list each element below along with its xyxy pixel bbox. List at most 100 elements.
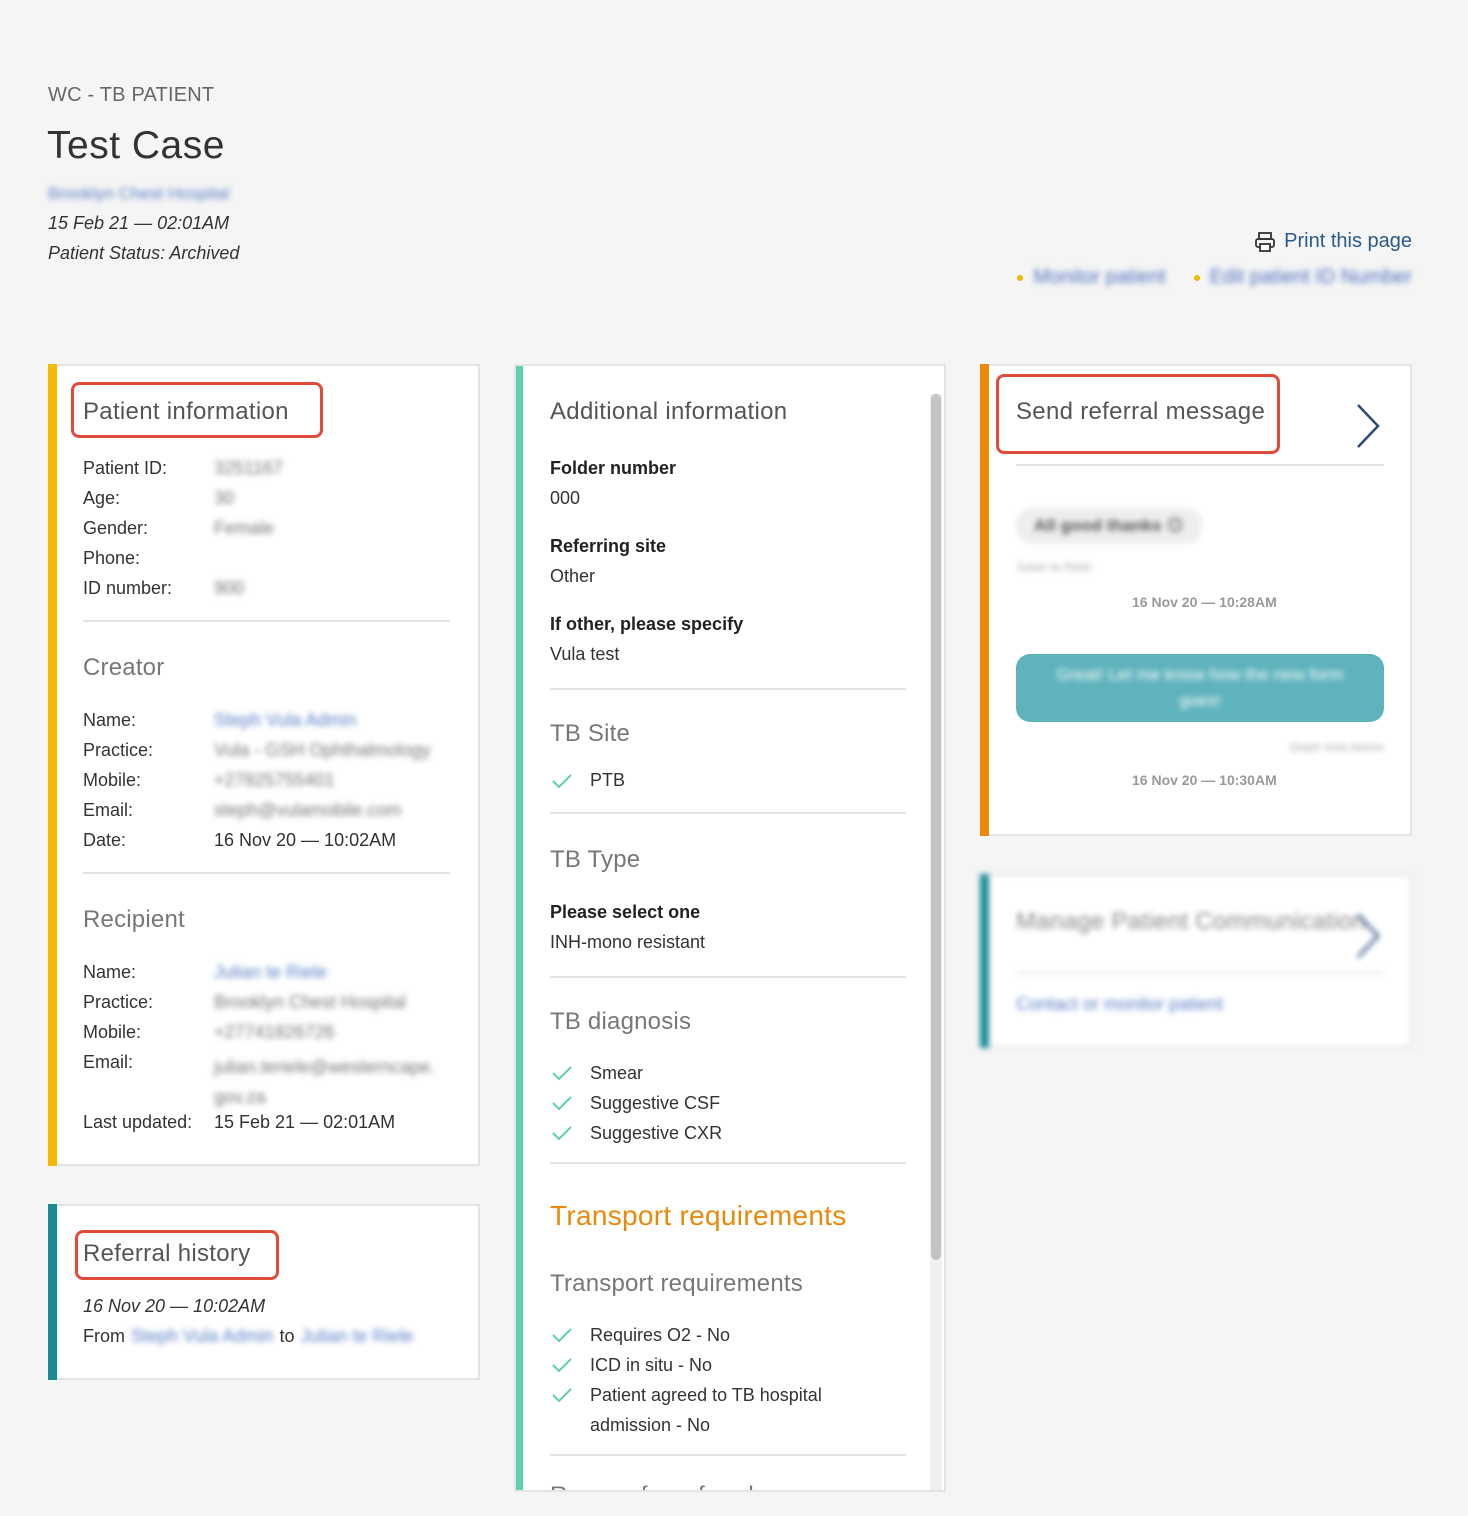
recipient-name-link[interactable]: Julian te Riele <box>214 962 328 982</box>
divider <box>550 1162 906 1164</box>
additional-info-title: Additional information <box>550 398 788 425</box>
creator-name-link[interactable]: Steph Vula Admin <box>214 710 357 730</box>
info-value: 30 <box>214 488 235 508</box>
highlight-box <box>75 1230 279 1280</box>
other-specify-value: Vula test <box>550 644 620 664</box>
info-label: Age: <box>83 488 121 508</box>
from-name-link[interactable]: Steph Vula Admin <box>131 1326 274 1346</box>
check-label: Suggestive CSF <box>590 1092 721 1113</box>
creator-row: Name: Steph Vula Admin <box>83 710 463 740</box>
creator-row: Practice: Vula - GSH Ophthalmology <box>83 740 463 770</box>
tb-site-item: PTB <box>550 770 625 791</box>
recipient-title: Recipient <box>83 906 185 933</box>
tb-type-value: INH-mono resistant <box>550 932 706 952</box>
diagnosis-item: Smear <box>550 1058 722 1088</box>
edit-patient-id-label: Edit patient ID Number <box>1209 266 1412 288</box>
send-message-title[interactable]: Send referral message <box>1016 398 1266 425</box>
info-label: Practice: <box>83 740 154 760</box>
check-icon <box>550 1093 574 1113</box>
creator-row: Email: steph@vulamobile.com <box>83 800 463 830</box>
patient-info-rows: Patient ID: 3251167 Age: 30 Gender: Fema… <box>83 458 463 608</box>
folder-number-label: Folder number <box>550 458 677 478</box>
message-author: Steph Vula Admin <box>1289 740 1384 754</box>
message-bubble-received: All good thanks 😊 <box>1016 508 1202 544</box>
check-label: admission - No <box>590 1414 711 1435</box>
message-timestamp: 16 Nov 20 — 10:28AM <box>1132 594 1277 610</box>
creator-row: Mobile: +27825755401 <box>83 770 463 800</box>
info-label: Email: <box>83 1052 134 1072</box>
print-page-link[interactable]: Print this page <box>1254 230 1412 253</box>
check-label: ICD in situ - No <box>590 1354 713 1375</box>
recipient-row: Email: julian.teriele@westerncape.gov.za <box>83 1052 463 1112</box>
to-name-link[interactable]: Julian te Riele <box>300 1326 414 1346</box>
check-label: Suggestive CXR <box>590 1122 723 1143</box>
transport-heading: Transport requirements <box>550 1200 847 1231</box>
patient-status: Patient Status: Archived <box>48 243 240 263</box>
edit-patient-id-link[interactable]: Edit patient ID Number <box>1193 266 1412 289</box>
info-label: Gender: <box>83 518 149 538</box>
message-timestamp: 16 Nov 20 — 10:30AM <box>1132 772 1277 788</box>
message-text: Great! Let me know how the new form goes… <box>1056 665 1344 710</box>
next-section-title: Reason for referral <box>550 1482 754 1490</box>
creator-rows: Name: Steph Vula Admin Practice: Vula - … <box>83 710 463 860</box>
print-page-label: Print this page <box>1284 230 1412 252</box>
divider <box>550 1454 906 1456</box>
other-specify-label: If other, please specify <box>550 614 744 634</box>
info-value: 16 Nov 20 — 10:02AM <box>214 830 397 850</box>
info-value: 15 Feb 21 — 02:01AM <box>214 1112 396 1132</box>
referral-history-title: Referral history <box>83 1240 251 1267</box>
divider <box>1016 464 1384 466</box>
scrollbar-thumb[interactable] <box>931 394 941 1260</box>
creator-title: Creator <box>83 654 165 681</box>
card-accent <box>980 364 989 836</box>
divider <box>83 872 450 874</box>
patient-info-card: Patient information Patient ID: 3251167 … <box>48 364 480 1166</box>
patient-date: 15 Feb 21 — 02:01AM <box>48 213 230 233</box>
check-label: Smear <box>590 1062 644 1083</box>
patient-communication-card[interactable]: Manage Patient Communication Contact or … <box>980 874 1412 1048</box>
info-value: Vula - GSH Ophthalmology <box>214 740 431 760</box>
additional-info-card[interactable]: Additional information Folder number 000… <box>514 364 946 1492</box>
info-label: Date: <box>83 830 127 850</box>
referral-date: 16 Nov 20 — 10:02AM <box>83 1296 266 1316</box>
chevron-right-icon[interactable] <box>1354 912 1382 965</box>
check-label: PTB <box>590 770 626 790</box>
hospital-name: Brooklyn Chest Hospital <box>48 184 230 203</box>
check-icon <box>550 1063 574 1083</box>
transport-list: Requires O2 - No ICD in situ - No Patien… <box>550 1320 822 1440</box>
card-accent <box>48 364 57 1166</box>
info-label: Mobile: <box>83 770 142 790</box>
divider <box>1016 972 1384 974</box>
chevron-right-icon[interactable] <box>1354 402 1382 455</box>
check-icon <box>550 1325 574 1345</box>
info-row: Gender: Female <box>83 518 463 548</box>
communication-title: Manage Patient Communication <box>1016 908 1366 935</box>
info-label: Phone: <box>83 548 141 568</box>
transport-title: Transport requirements <box>550 1270 803 1297</box>
info-label: Name: <box>83 962 137 982</box>
folder-number-value: 000 <box>550 488 581 508</box>
message-bubble-sent: Great! Let me know how the new form goes… <box>1016 654 1384 722</box>
printer-icon <box>1254 231 1276 253</box>
check-icon <box>550 771 574 791</box>
info-label: Email: <box>83 800 134 820</box>
card-accent <box>980 874 989 1048</box>
info-row: Phone: <box>83 548 463 578</box>
info-value: 3251167 <box>214 458 283 478</box>
tb-diagnosis-list: Smear Suggestive CSF Suggestive CXR <box>550 1058 722 1148</box>
divider <box>550 812 906 814</box>
contact-monitor-link[interactable]: Contact or monitor patient <box>1016 994 1224 1014</box>
info-label: Patient ID: <box>83 458 168 478</box>
from-label: From <box>83 1326 125 1346</box>
check-icon <box>550 1355 574 1375</box>
transport-item: Patient agreed to TB hospital <box>550 1380 822 1410</box>
tb-type-label: Please select one <box>550 902 701 922</box>
info-label: Name: <box>83 710 137 730</box>
monitor-patient-link[interactable]: Monitor patient <box>1017 266 1166 289</box>
divider <box>550 688 906 690</box>
recipient-row: Last updated: 15 Feb 21 — 02:01AM <box>83 1112 463 1142</box>
check-icon <box>550 1385 574 1405</box>
diagnosis-item: Suggestive CXR <box>550 1118 722 1148</box>
info-label: Practice: <box>83 992 154 1012</box>
referral-from-line: From Steph Vula Admin to Julian te Riele <box>83 1326 414 1347</box>
